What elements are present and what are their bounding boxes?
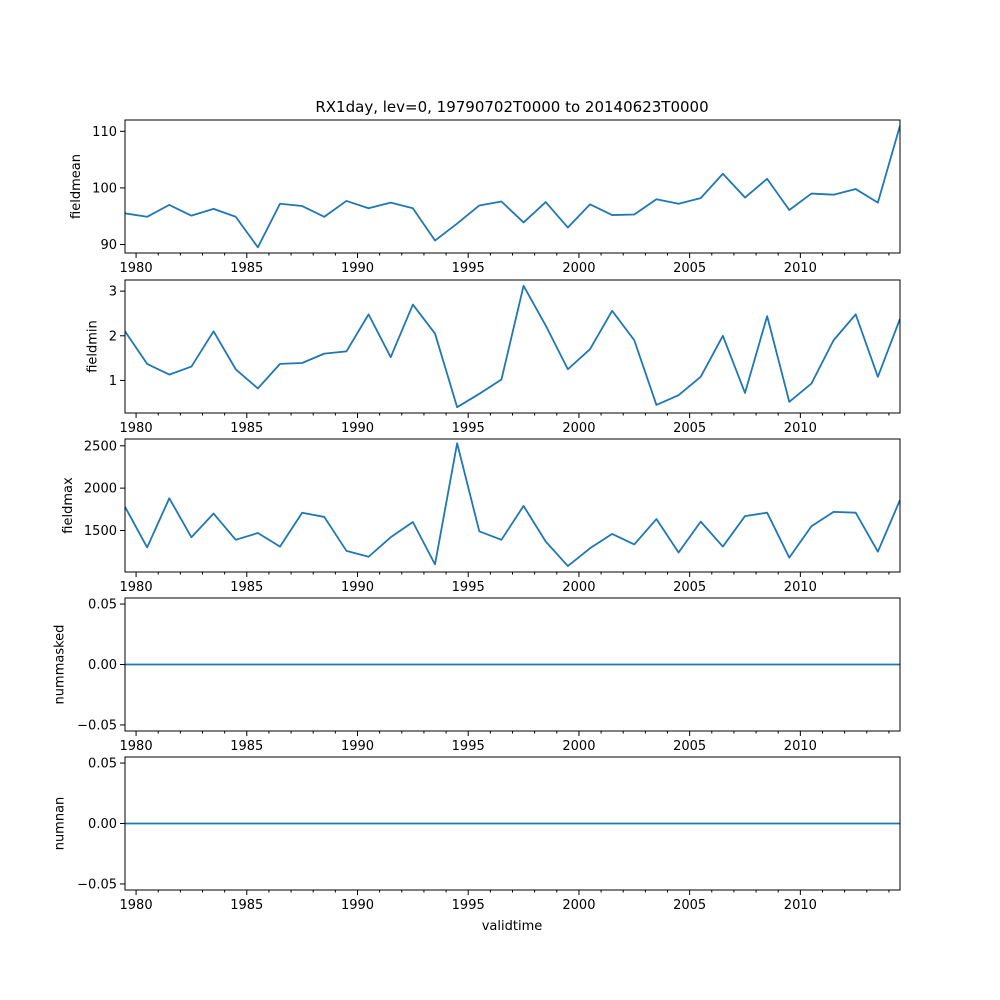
y-tick-label: 2500 [84,439,117,454]
y-tick-label: 2 [109,329,117,344]
x-tick-label: 2000 [562,898,595,913]
y-tick-label: 2000 [84,482,117,497]
series-line-fieldmax [125,442,900,567]
y-tick-label: 0.00 [88,817,117,832]
y-axis-label-fieldmean: fieldmean [69,154,84,219]
axes-frame [124,756,901,891]
x-tick-label: 1985 [230,898,263,913]
subplot-fieldmean: 1980 1985 1990 1995 2000 2005 2010 90 100 110 fiel… [69,119,901,276]
subplot-stack: 1980 1985 1990 1995 2000 2005 2010 90 100 110 fiel… [53,119,901,913]
x-tick-label: 1995 [452,421,485,436]
x-tick-label: 1990 [341,898,374,913]
x-tick-label: 2005 [673,898,706,913]
x-tick-label: 2000 [562,580,595,595]
x-tick-label: 2010 [784,261,817,276]
y-axis-label-nummasked: nummasked [53,625,68,705]
x-tick-label: 2005 [673,580,706,595]
axes-frame [124,438,901,573]
x-tick-label: 1980 [120,739,153,754]
y-tick-label: 1500 [84,524,117,539]
y-axis-label-fieldmax: fieldmax [61,477,76,534]
x-tick-label: 1985 [230,739,263,754]
x-tick-label: 2000 [562,421,595,436]
x-tick-label: 1985 [230,261,263,276]
x-tick-label: 2010 [784,421,817,436]
y-tick-label: 3 [109,285,117,300]
x-tick-label: 1990 [341,421,374,436]
x-tick-label: 1990 [341,580,374,595]
subplot-nummasked: 1980 1985 1990 1995 2000 2005 2010 −0.05 0.00 0.0… [53,597,901,754]
x-tick-label: 1990 [341,261,374,276]
series-line-fieldmean [125,125,900,249]
y-axis-label-fieldmin: fieldmin [86,320,101,373]
x-tick-label: 2000 [562,739,595,754]
x-tick-label: 2005 [673,421,706,436]
y-tick-label: 100 [92,181,117,196]
y-axis-label-numnan: numnan [53,797,68,851]
x-tick-label: 2000 [562,261,595,276]
x-tick-label: 1980 [120,580,153,595]
x-tick-label: 2010 [784,739,817,754]
x-tick-label: 1980 [120,261,153,276]
y-tick-label: 0.05 [88,598,117,613]
y-tick-label: 110 [92,125,117,140]
subplot-fieldmin: 1980 1985 1990 1995 2000 2005 2010 1 2 3 fieldmin [86,279,901,436]
x-tick-label: 1985 [230,580,263,595]
x-tick-label: 2005 [673,261,706,276]
x-tick-label: 1980 [120,421,153,436]
axes-frame [124,597,901,732]
x-tick-label: 1995 [452,898,485,913]
x-axis-label: validtime [482,919,543,934]
x-tick-label: 1985 [230,421,263,436]
x-tick-label: 2005 [673,739,706,754]
x-tick-label: 1995 [452,261,485,276]
y-tick-label: −0.05 [77,718,117,733]
x-tick-label: 1995 [452,580,485,595]
axes-frame [124,119,901,254]
y-tick-label: 90 [100,238,117,253]
y-tick-label: −0.05 [77,877,117,892]
chart-title: RX1day, lev=0, 19790702T0000 to 20140623… [315,98,708,116]
axes-frame [124,279,901,414]
series-line-fieldmin [125,284,900,409]
x-tick-label: 1990 [341,739,374,754]
x-tick-label: 2010 [784,898,817,913]
y-tick-label: 1 [109,374,117,389]
subplot-fieldmax: 1980 1985 1990 1995 2000 2005 2010 1500 2000 2500… [61,438,901,595]
x-tick-label: 1980 [120,898,153,913]
x-tick-label: 2010 [784,580,817,595]
x-tick-label: 1995 [452,739,485,754]
subplot-numnan: 1980 1985 1990 1995 2000 2005 2010 −0.05 0.00 0.0… [53,756,901,913]
y-tick-label: 0.00 [88,658,117,673]
y-tick-label: 0.05 [88,757,117,772]
